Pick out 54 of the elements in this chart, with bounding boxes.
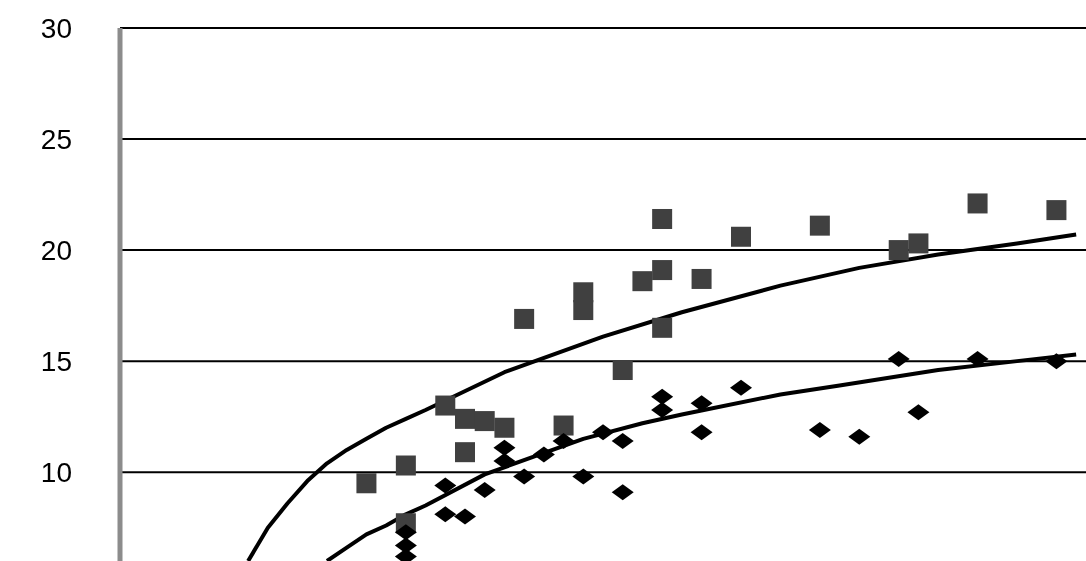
point — [907, 404, 930, 421]
point — [652, 260, 673, 281]
point — [493, 439, 516, 456]
point — [652, 317, 673, 338]
point — [552, 433, 575, 450]
point — [513, 468, 536, 485]
point — [611, 433, 634, 450]
point — [690, 395, 713, 412]
point — [455, 442, 475, 463]
point — [435, 395, 456, 416]
point — [908, 233, 929, 254]
point — [651, 388, 674, 405]
y-tick-label: 15 — [40, 346, 72, 378]
point — [691, 268, 712, 289]
point — [573, 300, 594, 321]
point — [494, 417, 515, 438]
point — [652, 208, 673, 229]
point — [808, 421, 831, 438]
point — [514, 308, 535, 329]
point — [611, 484, 634, 501]
point — [690, 424, 713, 441]
point — [434, 506, 457, 523]
point — [394, 537, 417, 554]
point — [454, 508, 476, 525]
y-tick-label: 25 — [40, 123, 72, 155]
point — [1045, 353, 1068, 370]
point — [356, 473, 377, 494]
point — [967, 193, 988, 214]
point — [553, 415, 574, 436]
point — [395, 455, 416, 476]
point — [473, 481, 496, 498]
y-tick-label: 10 — [40, 457, 72, 489]
point — [434, 477, 457, 494]
point — [573, 282, 594, 303]
point — [632, 271, 653, 292]
point — [592, 424, 614, 441]
point — [731, 226, 751, 247]
point — [848, 428, 871, 445]
point — [966, 350, 989, 367]
y-tick-label: 20 — [40, 235, 72, 267]
point — [455, 408, 475, 429]
point — [394, 524, 417, 541]
y-tick-label: 30 — [40, 12, 72, 44]
point — [493, 453, 516, 470]
point — [612, 360, 633, 381]
point — [730, 379, 752, 396]
point — [532, 446, 555, 463]
point — [809, 215, 830, 236]
point — [651, 401, 674, 418]
point — [887, 350, 910, 367]
point — [572, 468, 595, 485]
point — [1046, 200, 1067, 221]
point — [888, 240, 909, 261]
point — [474, 411, 495, 432]
